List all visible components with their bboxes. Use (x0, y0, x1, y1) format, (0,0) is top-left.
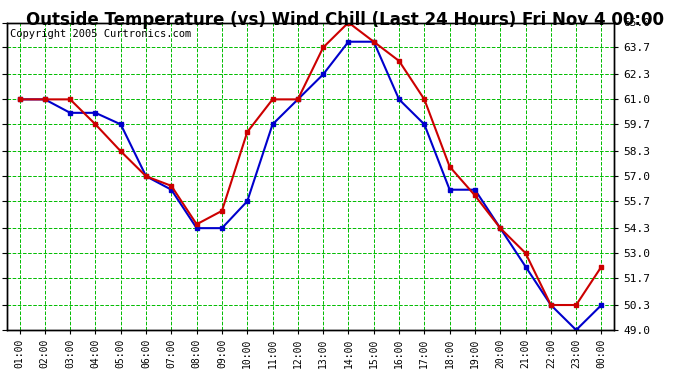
Text: Copyright 2005 Curtronics.com: Copyright 2005 Curtronics.com (10, 28, 191, 39)
Text: Outside Temperature (vs) Wind Chill (Last 24 Hours) Fri Nov 4 00:00: Outside Temperature (vs) Wind Chill (Las… (26, 11, 664, 29)
